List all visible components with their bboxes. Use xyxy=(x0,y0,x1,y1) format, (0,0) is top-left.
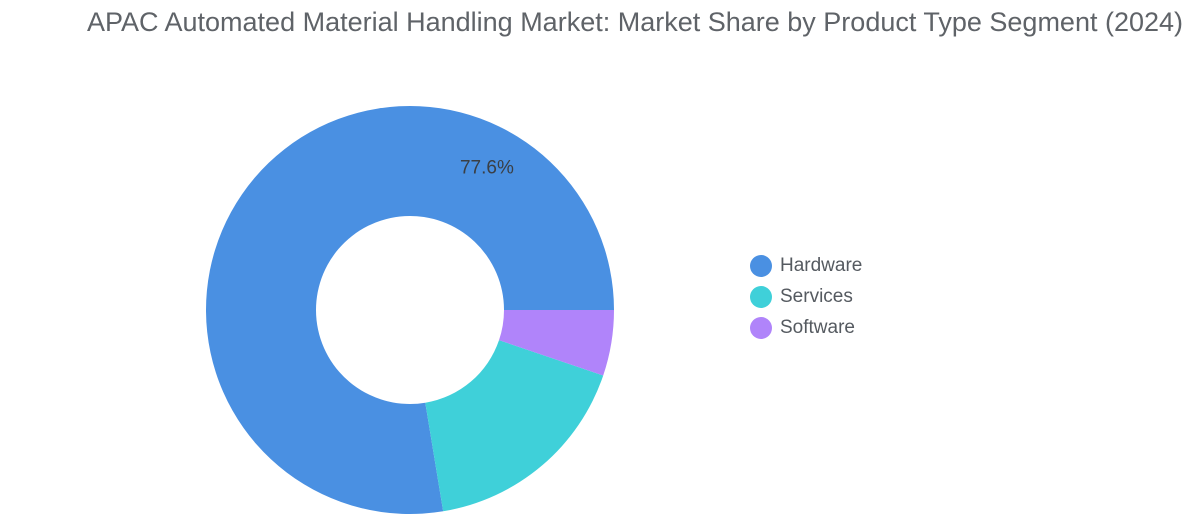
legend-label-hardware: Hardware xyxy=(780,254,863,276)
slices-group xyxy=(206,106,614,514)
legend-swatch-software xyxy=(750,316,772,339)
legend: Hardware Services Software xyxy=(750,250,862,343)
slice-hardware[interactable] xyxy=(206,106,614,514)
data-label-hardware: 77.6% xyxy=(460,158,514,179)
legend-swatch-services xyxy=(750,285,772,308)
legend-item-software[interactable]: Software xyxy=(750,312,862,343)
legend-item-hardware[interactable]: Hardware xyxy=(750,250,862,281)
legend-label-software: Software xyxy=(780,316,855,338)
slice-software[interactable] xyxy=(499,310,614,376)
slice-labels-group: 77.6% xyxy=(460,158,514,179)
legend-label-services: Services xyxy=(780,285,853,307)
legend-item-services[interactable]: Services xyxy=(750,281,862,312)
slice-services[interactable] xyxy=(425,340,604,512)
legend-swatch-hardware xyxy=(750,254,772,277)
chart-title: APAC Automated Material Handling Market:… xyxy=(86,7,1184,37)
